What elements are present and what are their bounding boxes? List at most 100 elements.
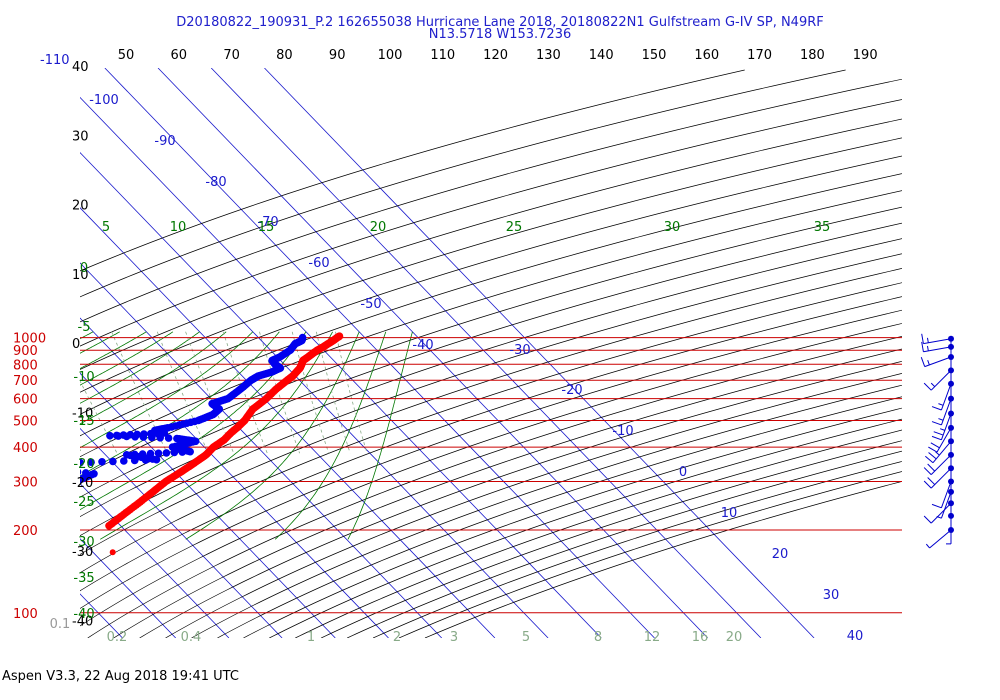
isotherm-line xyxy=(80,207,496,638)
theta-e-label: 0 xyxy=(80,261,88,276)
mixing-ratio-label: 12 xyxy=(644,630,661,645)
wind-barb xyxy=(936,488,954,519)
dry-adiabat-line xyxy=(80,309,902,609)
theta-e-label: 25 xyxy=(506,220,523,235)
temperature-axis-label: 0 xyxy=(72,337,80,352)
wind-barb-flag xyxy=(923,467,932,475)
wind-barb xyxy=(923,500,954,524)
theta-top-label: 50 xyxy=(118,48,135,63)
theta-e-label: 20 xyxy=(370,220,387,235)
pressure-tick-label: 800 xyxy=(13,358,38,373)
temperature-axis-label: -40 xyxy=(72,614,93,629)
wind-barb xyxy=(920,354,954,368)
mixing-ratio-line xyxy=(335,331,368,454)
dewpoint-point xyxy=(141,456,150,464)
pressure-tick-label: 700 xyxy=(13,374,38,389)
theta-top-label: 150 xyxy=(642,48,667,63)
isotherm-label: -110 xyxy=(40,53,70,68)
isotherm-label: -90 xyxy=(154,134,175,149)
dry-adiabat-line xyxy=(80,69,846,298)
pressure-tick-label: 400 xyxy=(13,441,38,456)
dewpoint-point xyxy=(66,459,74,467)
wind-barb-shaft xyxy=(932,440,952,464)
sounding-profiles xyxy=(0,332,344,556)
theta-top-label: 80 xyxy=(276,48,293,63)
isotherm-label: 0 xyxy=(679,465,687,480)
dewpoint-point xyxy=(66,467,74,475)
dry-adiabat-line xyxy=(80,206,902,478)
moist-adiabat-line xyxy=(80,331,174,386)
mixing-ratio-line xyxy=(259,331,300,454)
wind-barb-flag xyxy=(920,357,926,367)
pressure-tick-label: 300 xyxy=(13,475,38,490)
moist-adiabat-line xyxy=(80,331,147,369)
dewpoint-point xyxy=(186,447,194,456)
mixing-ratio-label: 16 xyxy=(692,630,709,645)
dry-adiabat-line xyxy=(372,461,902,638)
wind-barb-flag xyxy=(938,403,944,406)
wind-barb-flag xyxy=(931,406,942,411)
moist-adiabat-line xyxy=(347,331,413,540)
wind-barb xyxy=(923,451,954,475)
theta-top-label: 170 xyxy=(747,48,772,63)
dry-adiabat-line xyxy=(113,348,902,638)
dry-adiabat-line xyxy=(243,407,902,638)
wind-barb-flag xyxy=(925,455,934,464)
dewpoint-point xyxy=(162,449,171,457)
pressure-tick-label: 500 xyxy=(13,414,38,429)
dewpoint-point xyxy=(25,463,33,471)
dewpoint-point xyxy=(50,461,58,469)
dewpoint-point xyxy=(164,434,173,442)
wind-barb xyxy=(931,380,954,411)
mixing-ratio-line xyxy=(222,331,268,454)
dewpoint-point xyxy=(152,455,161,464)
dry-adiabat-line xyxy=(80,323,902,627)
dewpoint-point xyxy=(80,477,82,484)
dry-adiabat-line xyxy=(347,450,902,638)
theta-top-label: 60 xyxy=(171,48,188,63)
wind-barb-flag xyxy=(926,337,929,343)
isotherm-label: 40 xyxy=(847,629,864,644)
dewpoint-point xyxy=(64,478,72,486)
temperature-axis-label: -30 xyxy=(72,545,93,560)
wind-barb-flag xyxy=(936,516,942,519)
dry-adiabat-line xyxy=(80,296,902,592)
isotherm-label: 20 xyxy=(772,547,789,562)
wind-barb-shaft xyxy=(940,491,952,519)
dry-adiabat-line xyxy=(80,137,902,393)
wind-barb-flag xyxy=(931,435,942,441)
moist-adiabat-line xyxy=(185,331,360,540)
wind-barb-flag xyxy=(931,503,942,509)
wind-barb-flag xyxy=(927,463,936,472)
dewpoint-point xyxy=(25,507,33,515)
isotherm-label: 30 xyxy=(823,588,840,603)
dewpoint-point xyxy=(114,432,123,440)
wind-barb xyxy=(923,465,954,489)
dewpoint-point xyxy=(156,434,164,442)
isotherm-line xyxy=(80,262,442,638)
moist-adiabat-line xyxy=(80,331,254,449)
isotherm-label: -40 xyxy=(412,338,433,353)
isotherm-line xyxy=(80,372,336,638)
dewpoint-point xyxy=(170,448,179,457)
theta-top-label: 90 xyxy=(329,48,346,63)
dewpoint-point xyxy=(55,460,63,468)
mixing-ratio-label: 3 xyxy=(450,630,458,645)
isotherm-line xyxy=(264,68,815,638)
isotherm-label: -50 xyxy=(360,297,381,312)
wind-barb xyxy=(931,478,954,509)
theta-e-label: 15 xyxy=(258,220,275,235)
theta-e-label: 10 xyxy=(170,220,187,235)
isotherm-line xyxy=(80,96,602,638)
wind-barb-shaft xyxy=(930,370,952,391)
theta-e-label: -35 xyxy=(73,571,94,586)
dewpoint-point xyxy=(0,503,4,511)
mixing-ratio-line xyxy=(111,331,168,454)
wind-barb-flag xyxy=(923,480,932,489)
dewpoint-point xyxy=(40,461,48,469)
theta-e-label: -40 xyxy=(73,607,94,622)
dry-adiabat-line xyxy=(80,238,902,518)
dewpoint-point xyxy=(0,483,7,491)
wind-barb-flag xyxy=(923,382,932,391)
dewpoint-point xyxy=(36,508,44,516)
